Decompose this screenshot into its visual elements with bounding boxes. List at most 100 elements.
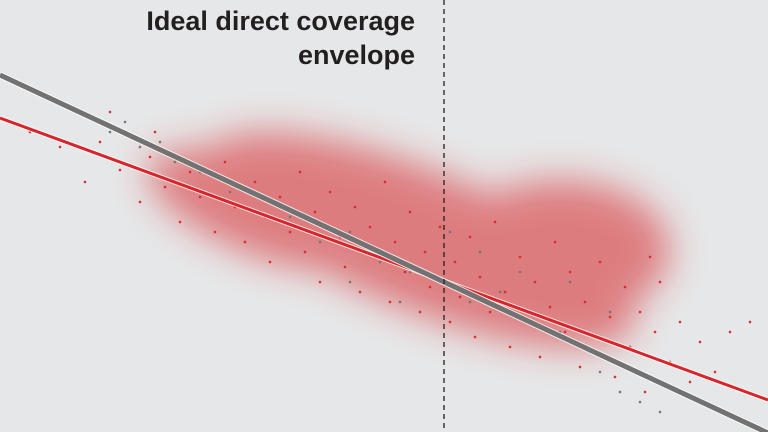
scatter-point	[643, 390, 647, 394]
scatter-point	[278, 195, 282, 199]
scatter-point	[438, 225, 442, 229]
scatter-point	[608, 310, 612, 314]
scatter-point	[713, 370, 717, 374]
scatter-point	[268, 260, 272, 264]
scatter-point	[563, 330, 567, 334]
scatter-point	[138, 145, 142, 149]
scatter-point	[98, 140, 102, 144]
scatter-point	[58, 145, 62, 149]
scatter-point	[548, 305, 552, 309]
scatter-point	[623, 285, 627, 289]
scatter-point	[188, 170, 192, 174]
trend-line	[0, 72, 768, 432]
scatter-point	[613, 375, 617, 379]
chart-title: Ideal direct coverage	[146, 6, 415, 36]
scatter-point	[698, 340, 702, 344]
scatter-point	[358, 290, 362, 294]
scatter-point	[458, 295, 462, 299]
scatter-point	[533, 280, 537, 284]
scatter-point	[243, 240, 247, 244]
scatter-point	[318, 240, 322, 244]
scatter-point	[678, 320, 682, 324]
scatter-point	[608, 315, 612, 319]
scatter-point	[158, 140, 162, 144]
scatter-point	[638, 310, 642, 314]
scatter-point	[688, 380, 692, 384]
scatter-point	[488, 310, 492, 314]
scatter-point	[393, 240, 397, 244]
scatter-point	[408, 210, 412, 214]
scatter-point	[198, 195, 202, 199]
scatter-point	[468, 235, 472, 239]
scatter-point	[478, 250, 482, 254]
scatter-point	[328, 190, 332, 194]
scatter-point	[378, 260, 382, 264]
scatter-point	[108, 110, 112, 114]
scatter-point	[288, 215, 292, 219]
scatter-point	[598, 260, 602, 264]
scatter-point	[343, 265, 347, 269]
scatter-point	[253, 180, 257, 184]
scatter-point	[518, 270, 522, 274]
scatter-point	[228, 190, 232, 194]
scatter-point	[178, 220, 182, 224]
chart-title: envelope	[298, 40, 415, 70]
scatter-point	[553, 240, 557, 244]
scatter-point	[748, 320, 752, 324]
scatter-point	[538, 355, 542, 359]
scatter-point	[288, 230, 292, 234]
scatter-point	[473, 335, 477, 339]
scatter-point	[118, 168, 122, 172]
scatter-point	[578, 365, 582, 369]
scatter-point	[638, 400, 642, 404]
scatter-point	[368, 225, 372, 229]
scatter-point	[298, 170, 302, 174]
scatter-point	[163, 185, 167, 189]
scatter-point	[398, 300, 402, 304]
scatter-point	[468, 300, 472, 304]
scatter-point	[478, 275, 482, 279]
density-cloud	[147, 132, 670, 348]
scatter-point	[388, 300, 392, 304]
scatter-point	[448, 230, 452, 234]
scatter-point	[153, 130, 157, 134]
scatter-point	[348, 280, 352, 284]
scatter-point	[383, 180, 387, 184]
scatter-point	[493, 220, 497, 224]
scatter-point	[148, 155, 152, 159]
scatter-point	[173, 160, 177, 164]
scatter-point	[108, 130, 112, 134]
scatter-point	[453, 260, 457, 264]
scatter-point	[658, 280, 662, 284]
scatter-point	[568, 280, 572, 284]
scatter-point	[423, 250, 427, 254]
scatter-point	[318, 280, 322, 284]
scatter-point	[503, 290, 507, 294]
scatter-point	[83, 180, 87, 184]
scatter-point	[123, 120, 127, 124]
scatter-point	[213, 230, 217, 234]
scatter-point	[348, 230, 352, 234]
scatter-point	[583, 300, 587, 304]
plot-area	[0, 71, 768, 432]
scatter-point	[403, 270, 407, 274]
scatter-point	[508, 345, 512, 349]
trend-line	[0, 116, 768, 402]
scatter-point	[658, 410, 662, 414]
scatter-point	[353, 205, 357, 209]
scatter-point	[618, 390, 622, 394]
scatter-point	[498, 290, 502, 294]
scatter-point	[138, 200, 142, 204]
scatter-point	[223, 160, 227, 164]
scatter-point	[568, 270, 572, 274]
scatter-point	[728, 330, 732, 334]
scatter-point	[418, 310, 422, 314]
scatter-point	[518, 255, 522, 259]
scatter-point	[598, 370, 602, 374]
scatter-point	[303, 250, 307, 254]
scatter-point	[313, 210, 317, 214]
scatter-point	[653, 330, 657, 334]
scatter-point	[448, 320, 452, 324]
